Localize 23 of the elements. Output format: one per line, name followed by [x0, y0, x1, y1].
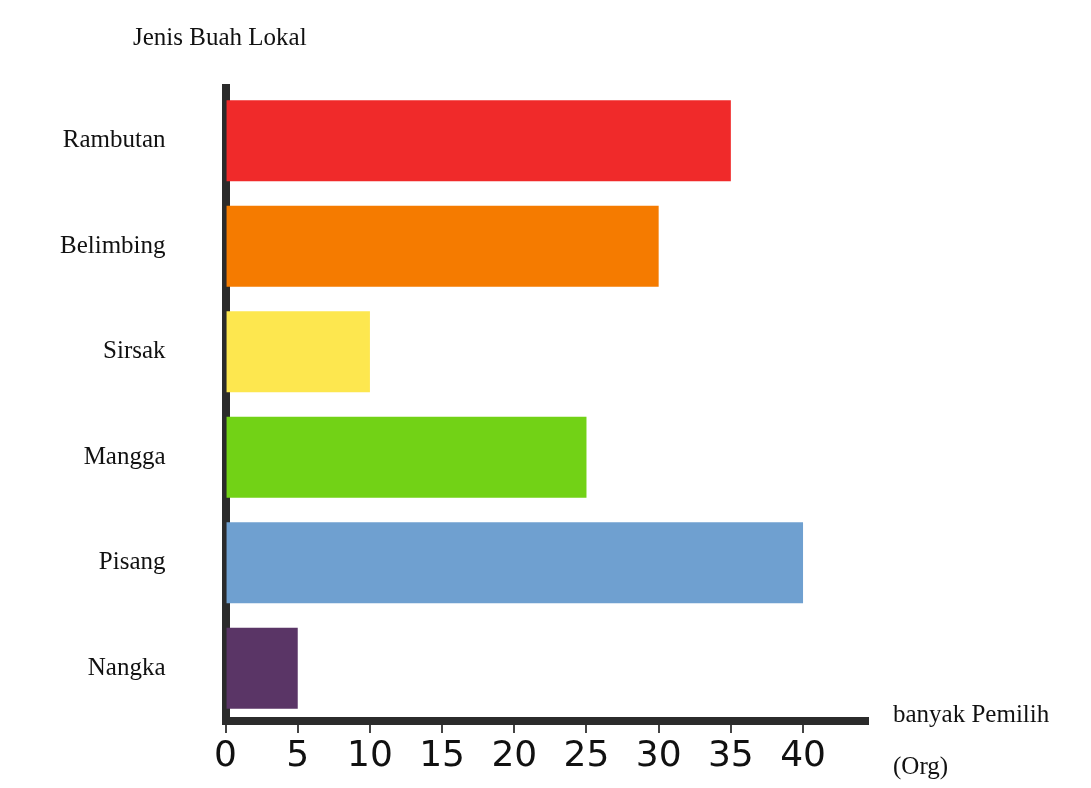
- x-tick-label: 0: [214, 732, 238, 774]
- y-tick-label: Nangka: [87, 652, 166, 680]
- y-tick-label: Mangga: [83, 441, 166, 469]
- y-tick-label: Pisang: [98, 547, 167, 575]
- x-axis-title: banyak Pemilih (Org): [893, 699, 1051, 782]
- bar: [226, 522, 804, 604]
- x-tick-label: 35: [707, 732, 754, 774]
- bar: [226, 627, 298, 709]
- y-tick-label: Rambutan: [62, 125, 167, 153]
- y-axis-title: Jenis Buah Lokal: [133, 23, 307, 51]
- bar: [226, 311, 370, 393]
- x-tick-label: 25: [563, 732, 610, 774]
- bar: [226, 416, 587, 498]
- x-tick-label: 15: [419, 732, 466, 774]
- y-tick-label: Sirsak: [103, 336, 167, 364]
- bar: [226, 100, 731, 182]
- bar: [226, 205, 659, 287]
- x-tick-label: 30: [635, 732, 682, 774]
- y-tick-label: Belimbing: [59, 230, 167, 258]
- x-tick-label: 20: [491, 732, 538, 774]
- x-tick-label: 10: [347, 732, 393, 774]
- x-tick-label: 40: [780, 732, 826, 774]
- x-tick-label: 5: [286, 732, 310, 774]
